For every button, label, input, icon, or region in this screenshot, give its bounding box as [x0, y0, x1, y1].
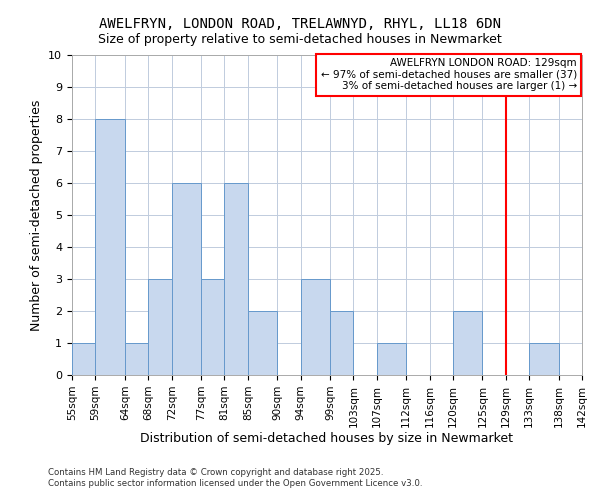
Bar	[201, 279, 224, 375]
Bar	[301, 279, 330, 375]
Bar	[330, 311, 353, 375]
Bar	[125, 343, 148, 375]
Bar	[529, 343, 559, 375]
Text: Contains HM Land Registry data © Crown copyright and database right 2025.
Contai: Contains HM Land Registry data © Crown c…	[48, 468, 422, 487]
Text: AWELFRYN LONDON ROAD: 129sqm
← 97% of semi-detached houses are smaller (37)
3% o: AWELFRYN LONDON ROAD: 129sqm ← 97% of se…	[320, 58, 577, 92]
Bar	[95, 119, 125, 375]
Bar	[224, 183, 248, 375]
Text: AWELFRYN, LONDON ROAD, TRELAWNYD, RHYL, LL18 6DN: AWELFRYN, LONDON ROAD, TRELAWNYD, RHYL, …	[99, 18, 501, 32]
Bar	[72, 343, 95, 375]
Y-axis label: Number of semi-detached properties: Number of semi-detached properties	[30, 100, 43, 330]
Bar	[453, 311, 482, 375]
Text: Size of property relative to semi-detached houses in Newmarket: Size of property relative to semi-detach…	[98, 32, 502, 46]
X-axis label: Distribution of semi-detached houses by size in Newmarket: Distribution of semi-detached houses by …	[140, 432, 514, 446]
Bar	[248, 311, 277, 375]
Bar	[377, 343, 406, 375]
Bar	[172, 183, 201, 375]
Bar	[148, 279, 172, 375]
